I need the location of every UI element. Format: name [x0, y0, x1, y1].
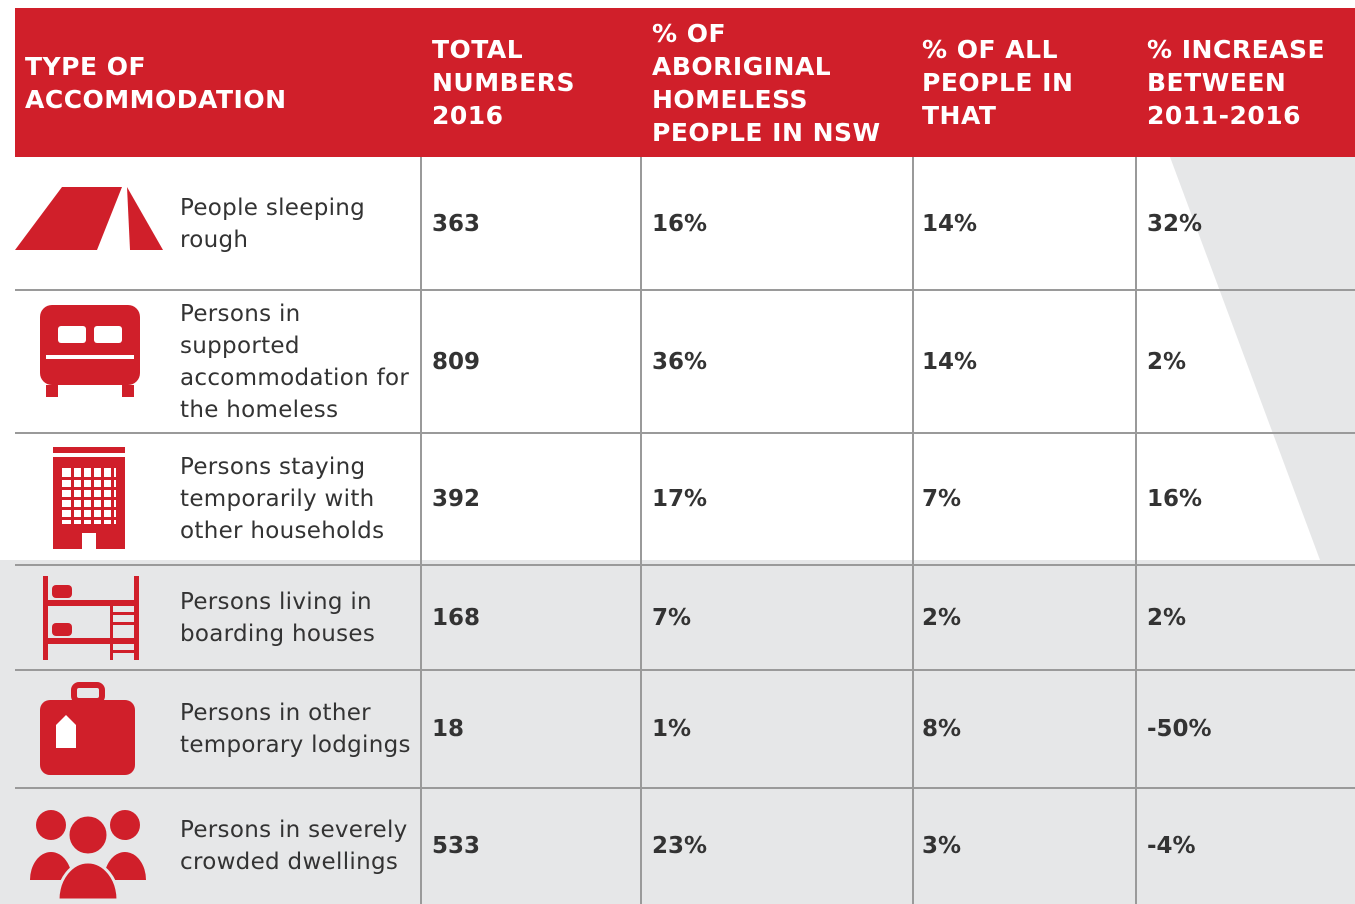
cell-value: 168: [432, 604, 481, 631]
bed-pillow: [58, 326, 86, 343]
row-label: Persons in supported accommodation for t…: [180, 300, 410, 423]
header-band: [15, 8, 1355, 157]
cell-value: 3%: [922, 833, 962, 859]
ladder: [112, 622, 134, 625]
person-head: [110, 810, 140, 840]
row-label: Persons in other temporary lodgings: [180, 700, 411, 758]
header-cell: % OF ALL PEOPLE IN THAT: [922, 35, 1074, 130]
cell-value: 7%: [922, 486, 962, 512]
bunk-pillow: [52, 585, 72, 598]
cell-value: 2%: [1147, 604, 1187, 631]
grid: [62, 477, 116, 480]
cell-value: 18: [432, 716, 465, 742]
header-cell: TYPE OF ACCOMMODATION: [25, 51, 287, 114]
cell-value: 392: [432, 486, 481, 512]
bed-leg: [46, 385, 58, 397]
grid: [101, 468, 104, 524]
header-cell: TOTAL NUMBERS 2016: [432, 35, 575, 130]
bunk-post: [134, 576, 139, 660]
bed-leg: [122, 385, 134, 397]
ladder: [110, 606, 113, 660]
grid: [111, 468, 114, 524]
grid: [62, 487, 116, 490]
row-line: [15, 669, 1355, 671]
tent-icon: [127, 187, 163, 250]
icons: [15, 187, 163, 902]
cell-value: 533: [432, 833, 481, 859]
window-area: [62, 468, 116, 524]
grid: [91, 468, 94, 524]
person-body: [30, 852, 72, 880]
bg-gray: [0, 560, 1355, 904]
ladder: [112, 612, 134, 615]
grid: [62, 507, 116, 510]
cell-value: 16%: [1147, 486, 1203, 512]
bed-icon: [40, 305, 140, 385]
cell-value: 1%: [652, 716, 692, 742]
row-line: [15, 564, 1355, 566]
bg-shape: [1170, 157, 1355, 560]
building-windows: [62, 468, 116, 524]
row-line: [15, 289, 1355, 291]
row-label: Persons staying temporarily with other h…: [180, 454, 385, 544]
cell-value: 2%: [922, 604, 962, 631]
cell-value: -50%: [1147, 716, 1212, 742]
cell-value: 14%: [922, 348, 978, 375]
suitcase-icon: [40, 700, 135, 775]
cell-value: 32%: [1147, 210, 1203, 237]
bunk-post: [43, 576, 48, 660]
row-line: [15, 432, 1355, 434]
ladder: [112, 650, 134, 653]
cell-value: 363: [432, 210, 481, 237]
person-body: [104, 852, 146, 880]
cell-value: 8%: [922, 716, 962, 742]
column-line: [912, 157, 914, 904]
bunk: [43, 638, 139, 644]
building-door: [82, 533, 96, 549]
cell-value: 16%: [652, 210, 708, 237]
case-tag: [56, 715, 76, 748]
cell-value: 17%: [652, 486, 708, 512]
grid: [81, 468, 84, 524]
person-body: [56, 860, 120, 902]
tent-icon: [15, 187, 122, 250]
grid: [62, 497, 116, 500]
person-head: [36, 810, 66, 840]
column-line: [1135, 157, 1137, 904]
window-grid: [62, 468, 116, 524]
cell-value: 809: [432, 348, 481, 375]
bunk: [43, 600, 139, 606]
grid: [71, 468, 74, 524]
bunk-pillow: [52, 623, 72, 636]
cell-value: -4%: [1147, 833, 1196, 859]
row-line: [15, 787, 1355, 789]
header-cell: % OF ABORIGINAL HOMELESS PEOPLE IN NSW: [652, 18, 881, 147]
grid: [62, 517, 116, 520]
row-label: People sleeping rough: [180, 194, 366, 253]
row-label: Persons in severely crowded dwellings: [180, 817, 408, 875]
cell-value: 36%: [652, 348, 708, 375]
bed-line: [46, 355, 134, 359]
cell-value: 2%: [1147, 348, 1187, 375]
person-head: [66, 813, 110, 857]
cell-value: 7%: [652, 604, 692, 631]
cell-value: 14%: [922, 210, 978, 237]
cell-value: 23%: [652, 833, 708, 859]
header-cell: % INCREASE BETWEEN 2011-2016: [1147, 35, 1326, 130]
column-line: [640, 157, 642, 904]
row-label: Persons living in boarding houses: [180, 588, 376, 647]
column-line: [420, 157, 422, 904]
bed-pillow: [94, 326, 122, 343]
building-top: [53, 447, 125, 453]
